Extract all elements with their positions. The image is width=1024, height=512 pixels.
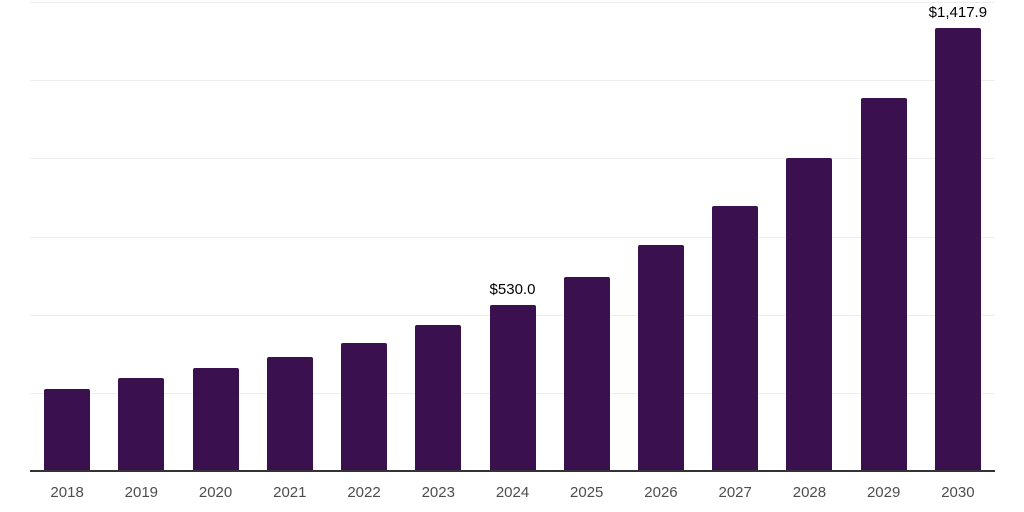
bar-2022 — [341, 343, 388, 471]
gridline — [30, 2, 995, 3]
x-tick-label: 2024 — [495, 484, 530, 501]
bar-value-label: $530.0 — [489, 281, 536, 299]
gridline — [30, 158, 995, 160]
bar-2018 — [44, 389, 91, 471]
x-tick-label: 2030 — [941, 484, 975, 501]
x-tick-label: 2020 — [198, 484, 233, 501]
x-tick-label: 2027 — [718, 484, 752, 501]
bar-value-label: $1,417.9 — [928, 3, 988, 21]
x-tick-label: 2019 — [124, 484, 159, 501]
x-tick-label: 2021 — [273, 484, 307, 501]
gridline — [30, 236, 995, 238]
bar-2023 — [415, 324, 462, 471]
x-axis-line — [30, 470, 995, 472]
bar-2025 — [563, 277, 610, 471]
bar-2027 — [712, 206, 759, 471]
bar-2028 — [786, 157, 833, 471]
x-tick-label: 2023 — [421, 484, 455, 501]
x-tick-label: 2025 — [570, 484, 604, 501]
bar-2021 — [266, 357, 313, 471]
bar-2024 — [489, 305, 536, 471]
bar-2026 — [637, 244, 684, 471]
x-tick-label: 2022 — [347, 484, 381, 501]
x-tick-label: 2029 — [866, 484, 901, 501]
bar-2020 — [192, 368, 239, 471]
x-tick-label: 2018 — [50, 484, 84, 501]
x-tick-label: 2026 — [644, 484, 678, 501]
gridline — [30, 80, 995, 82]
bar-2019 — [118, 377, 165, 471]
bar-2030 — [934, 27, 981, 471]
x-tick-label: 2028 — [792, 484, 827, 501]
bar-2029 — [860, 98, 907, 471]
